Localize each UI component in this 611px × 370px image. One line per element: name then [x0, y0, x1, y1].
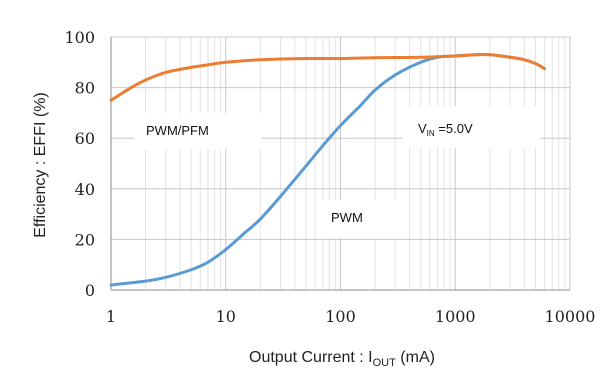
- annotation-pwm-text: PWM: [331, 210, 363, 225]
- y-tick-label: 40: [75, 180, 95, 199]
- tick-labels: 0 20 40 60 80 100 1 10 100 1000 10000: [64, 28, 595, 326]
- x-axis-title-subscript: OUT: [373, 357, 397, 369]
- x-axis-title-unit: (mA): [396, 349, 435, 366]
- y-tick-label: 60: [75, 129, 95, 148]
- x-tick-label: 10: [216, 307, 236, 326]
- annotation-pwm: PWM: [320, 200, 396, 238]
- vin-subscript: IN: [427, 129, 435, 138]
- annotation-pwm-pfm-text: PWM/PFM: [146, 123, 209, 138]
- x-tick-label: 1000: [435, 307, 476, 326]
- x-tick-label: 10000: [545, 307, 596, 326]
- vin-value: =5.0V: [435, 121, 473, 136]
- y-tick-label: 100: [64, 28, 95, 47]
- x-tick-label: 100: [325, 307, 356, 326]
- x-axis-title: Output Current : IOUT (mA): [249, 349, 435, 369]
- series-line-pwm: [109, 53, 547, 287]
- x-axis-title-main: Output Current : I: [249, 349, 373, 366]
- series-line-pwm-pfm: [109, 53, 547, 102]
- y-tick-label: 0: [85, 281, 95, 300]
- y-tick-label: 80: [75, 79, 95, 98]
- x-tick-label: 1: [106, 307, 116, 326]
- y-axis-title: Efficiency : EFFI (%): [32, 92, 49, 238]
- annotation-vin: VIN =5.0V: [402, 106, 540, 148]
- axes: [110, 37, 570, 291]
- annotation-pwm-pfm: PWM/PFM: [134, 113, 262, 149]
- grid: [110, 36, 571, 291]
- series: [109, 53, 547, 287]
- vin-v: V: [418, 121, 427, 136]
- annotation-vin-text: VIN =5.0V: [418, 121, 473, 138]
- y-tick-label: 20: [75, 230, 95, 249]
